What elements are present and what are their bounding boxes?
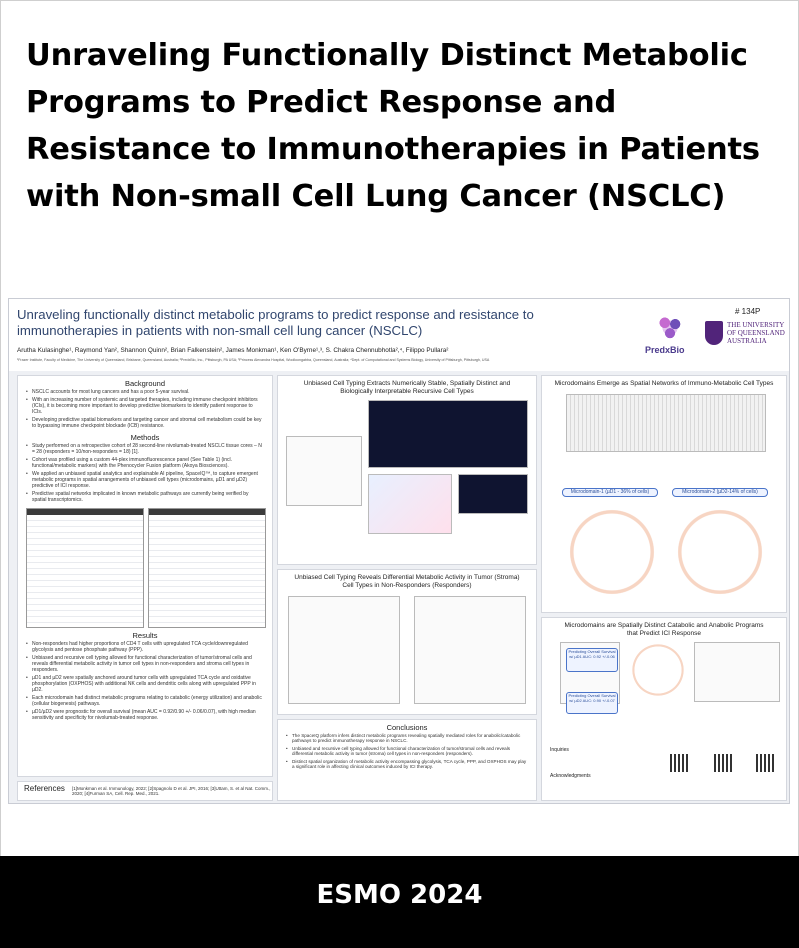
poster-header: Unraveling functionally distinct metabol… <box>9 299 789 371</box>
poster-title: Unraveling functionally distinct metabol… <box>17 307 534 338</box>
conclusions-bullet: Unbiased and recursive cell typing allow… <box>278 745 536 758</box>
stroma-metabolic-plot <box>414 596 526 704</box>
circular-network <box>628 640 688 700</box>
conclusions-bullet: The SpaceIQ platform infers distinct met… <box>278 732 536 745</box>
auc-label-ud1: Predicting Overall Survival w/ µD1 AUC: … <box>566 648 618 672</box>
conclusions-bullet: Distinct spatial organization of metabol… <box>278 758 536 771</box>
poster-image: Unraveling functionally distinct metabol… <box>8 298 790 804</box>
qr-code-icon <box>670 754 688 772</box>
panel-microdomains-heading: Microdomains Emerge as Spatial Networks … <box>554 380 774 387</box>
results-bullet: Each microdomain had distinct metabolic … <box>18 694 272 708</box>
results-bullet: Non-responders had higher proportions of… <box>18 640 272 654</box>
marker-table-right <box>148 508 266 628</box>
panel-microdomains: Microdomains Emerge as Spatial Networks … <box>541 375 787 613</box>
survival-boxplot <box>694 642 780 702</box>
inquiries-heading: Inquiries <box>550 747 569 753</box>
panel-catabolic-heading: Microdomains are Spatially Distinct Cata… <box>564 622 764 637</box>
auc-label-ud2: Predicting Overall Survival w/ µD2 AUC: … <box>566 692 618 714</box>
spatial-distribution-image <box>458 474 528 514</box>
references-heading: References <box>24 784 65 793</box>
poster-authors: Arutha Kulasinghe¹, Raymond Yan², Shanno… <box>17 347 449 354</box>
tumor-metabolic-plot <box>288 596 400 704</box>
methods-bullet: Study performed on a retrospective cohor… <box>18 442 272 456</box>
methods-bullet: We applied an unbiased spatial analytics… <box>18 470 272 490</box>
results-bullet: µD1/µD2 were prognostic for overall surv… <box>18 708 272 722</box>
background-bullet: NSCLC accounts for most lung cancers and… <box>18 388 272 396</box>
uq-crest-icon <box>705 321 723 345</box>
references-text: [1]Monkman et al. Immunology, 2022; [2]S… <box>72 786 271 796</box>
background-bullet: Developing predictive spatial biomarkers… <box>18 416 272 430</box>
page-title: Unraveling Functionally Distinct Metabol… <box>26 38 760 214</box>
methods-bullet: Predictive spatial networks implicated i… <box>18 490 272 504</box>
poster-affiliations: ¹Frazer Institute, Faculty of Medicine, … <box>17 358 490 362</box>
methods-bullet: Cohort was profiled using a custom 44-pl… <box>18 456 272 470</box>
acknowledgments-heading: Acknowledgments <box>550 773 591 779</box>
microdomain-2-network <box>670 504 770 600</box>
results-heading: Results <box>132 631 158 640</box>
microdomain-1-network <box>562 504 662 600</box>
panel-cell-typing-heading: Unbiased Cell Typing Extracts Numericall… <box>303 380 511 395</box>
conclusions-box: Conclusions The SpaceIQ platform infers … <box>277 719 537 801</box>
uq-logo-text: THE UNIVERSITY OF QUEENSLAND AUSTRALIA <box>727 321 785 345</box>
predxbio-logo-text: PredxBio <box>645 345 685 355</box>
methods-heading: Methods <box>130 433 160 442</box>
poster-column-left: Background NSCLC accounts for most lung … <box>17 375 273 777</box>
microdomain-2-label: Microdomain-2 (µD2-14% of cells) <box>672 488 768 497</box>
background-heading: Background <box>124 379 166 388</box>
footer-bar: ESMO 2024 <box>0 856 799 948</box>
uq-logo: THE UNIVERSITY OF QUEENSLAND AUSTRALIA <box>705 319 787 355</box>
marker-panel-table <box>26 508 266 628</box>
panel-differential-activity: Unbiased Cell Typing Reveals Differentia… <box>277 569 537 715</box>
background-bullet: With an increasing number of systemic an… <box>18 396 272 416</box>
conference-label: ESMO 2024 <box>316 880 483 910</box>
qr-code-icon <box>714 754 732 772</box>
marker-table-left <box>26 508 144 628</box>
predxbio-logo-mark <box>657 315 683 341</box>
references-box: References [1]Monkman et al. Immunology,… <box>17 781 273 801</box>
poster-id: # 134P <box>735 307 761 316</box>
marker-heatmap <box>566 394 766 452</box>
qr-code-icon <box>756 754 774 772</box>
fluorescence-image-grid <box>368 400 528 468</box>
panel-cell-typing: Unbiased Cell Typing Extracts Numericall… <box>277 375 537 565</box>
panel-catabolic-anabolic: Microdomains are Spatially Distinct Cata… <box>541 617 787 801</box>
microdomain-1-label: Microdomain-1 (µD1 - 36% of cells) <box>562 488 658 497</box>
results-bullet: Unbiased and recursive cell typing allow… <box>18 654 272 674</box>
results-bullet: µD1 and µD2 were spatially anchored arou… <box>18 674 272 694</box>
conclusions-heading: Conclusions <box>386 723 428 732</box>
predxbio-logo: PredxBio <box>645 315 697 361</box>
stability-line-plot <box>286 436 362 506</box>
panel-differential-heading: Unbiased Cell Typing Reveals Differentia… <box>294 574 520 589</box>
cell-type-chart <box>368 474 452 534</box>
